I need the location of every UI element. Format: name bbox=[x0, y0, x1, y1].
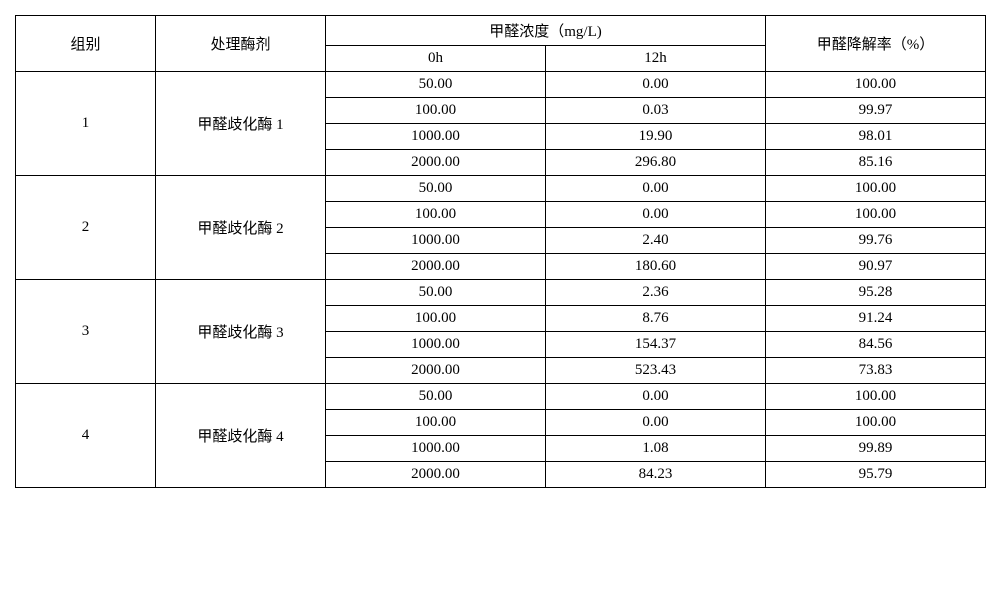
cell-12h: 0.00 bbox=[546, 176, 766, 202]
cell-0h: 1000.00 bbox=[326, 436, 546, 462]
table-row: 3甲醛歧化酶 350.002.3695.28 bbox=[16, 280, 986, 306]
cell-group-id: 3 bbox=[16, 280, 156, 384]
header-12h: 12h bbox=[546, 46, 766, 72]
cell-0h: 100.00 bbox=[326, 98, 546, 124]
header-0h: 0h bbox=[326, 46, 546, 72]
cell-0h: 1000.00 bbox=[326, 228, 546, 254]
cell-rate: 99.89 bbox=[766, 436, 986, 462]
cell-12h: 0.03 bbox=[546, 98, 766, 124]
table-row: 4甲醛歧化酶 450.000.00100.00 bbox=[16, 384, 986, 410]
cell-0h: 50.00 bbox=[326, 384, 546, 410]
cell-12h: 1.08 bbox=[546, 436, 766, 462]
table-header: 组别 处理酶剂 甲醛浓度（mg/L) 甲醛降解率（%） 0h 12h bbox=[16, 16, 986, 72]
cell-12h: 84.23 bbox=[546, 462, 766, 488]
header-rate: 甲醛降解率（%） bbox=[766, 16, 986, 72]
cell-12h: 180.60 bbox=[546, 254, 766, 280]
cell-12h: 8.76 bbox=[546, 306, 766, 332]
cell-group-id: 1 bbox=[16, 72, 156, 176]
cell-enzyme: 甲醛歧化酶 4 bbox=[156, 384, 326, 488]
cell-enzyme: 甲醛歧化酶 1 bbox=[156, 72, 326, 176]
cell-12h: 296.80 bbox=[546, 150, 766, 176]
cell-rate: 100.00 bbox=[766, 384, 986, 410]
cell-12h: 0.00 bbox=[546, 72, 766, 98]
cell-rate: 99.97 bbox=[766, 98, 986, 124]
cell-12h: 0.00 bbox=[546, 410, 766, 436]
cell-12h: 0.00 bbox=[546, 384, 766, 410]
cell-rate: 100.00 bbox=[766, 176, 986, 202]
cell-rate: 73.83 bbox=[766, 358, 986, 384]
cell-12h: 2.36 bbox=[546, 280, 766, 306]
cell-group-id: 4 bbox=[16, 384, 156, 488]
cell-rate: 84.56 bbox=[766, 332, 986, 358]
cell-0h: 100.00 bbox=[326, 410, 546, 436]
cell-12h: 0.00 bbox=[546, 202, 766, 228]
cell-rate: 91.24 bbox=[766, 306, 986, 332]
cell-12h: 2.40 bbox=[546, 228, 766, 254]
cell-rate: 98.01 bbox=[766, 124, 986, 150]
cell-12h: 19.90 bbox=[546, 124, 766, 150]
cell-0h: 50.00 bbox=[326, 280, 546, 306]
cell-rate: 90.97 bbox=[766, 254, 986, 280]
cell-rate: 99.76 bbox=[766, 228, 986, 254]
formaldehyde-degradation-table: 组别 处理酶剂 甲醛浓度（mg/L) 甲醛降解率（%） 0h 12h 1甲醛歧化… bbox=[15, 15, 986, 488]
cell-0h: 1000.00 bbox=[326, 124, 546, 150]
cell-12h: 154.37 bbox=[546, 332, 766, 358]
cell-0h: 50.00 bbox=[326, 176, 546, 202]
cell-0h: 1000.00 bbox=[326, 332, 546, 358]
cell-rate: 95.79 bbox=[766, 462, 986, 488]
cell-enzyme: 甲醛歧化酶 3 bbox=[156, 280, 326, 384]
table-body: 1甲醛歧化酶 150.000.00100.00100.000.0399.9710… bbox=[16, 72, 986, 488]
cell-0h: 2000.00 bbox=[326, 358, 546, 384]
header-group: 组别 bbox=[16, 16, 156, 72]
cell-rate: 85.16 bbox=[766, 150, 986, 176]
cell-0h: 50.00 bbox=[326, 72, 546, 98]
cell-enzyme: 甲醛歧化酶 2 bbox=[156, 176, 326, 280]
cell-rate: 100.00 bbox=[766, 410, 986, 436]
cell-0h: 2000.00 bbox=[326, 254, 546, 280]
cell-12h: 523.43 bbox=[546, 358, 766, 384]
table-row: 1甲醛歧化酶 150.000.00100.00 bbox=[16, 72, 986, 98]
cell-0h: 2000.00 bbox=[326, 150, 546, 176]
header-concentration: 甲醛浓度（mg/L) bbox=[326, 16, 766, 46]
header-enzyme: 处理酶剂 bbox=[156, 16, 326, 72]
cell-0h: 100.00 bbox=[326, 202, 546, 228]
table-row: 2甲醛歧化酶 250.000.00100.00 bbox=[16, 176, 986, 202]
cell-group-id: 2 bbox=[16, 176, 156, 280]
cell-rate: 100.00 bbox=[766, 72, 986, 98]
cell-0h: 2000.00 bbox=[326, 462, 546, 488]
cell-0h: 100.00 bbox=[326, 306, 546, 332]
cell-rate: 95.28 bbox=[766, 280, 986, 306]
cell-rate: 100.00 bbox=[766, 202, 986, 228]
